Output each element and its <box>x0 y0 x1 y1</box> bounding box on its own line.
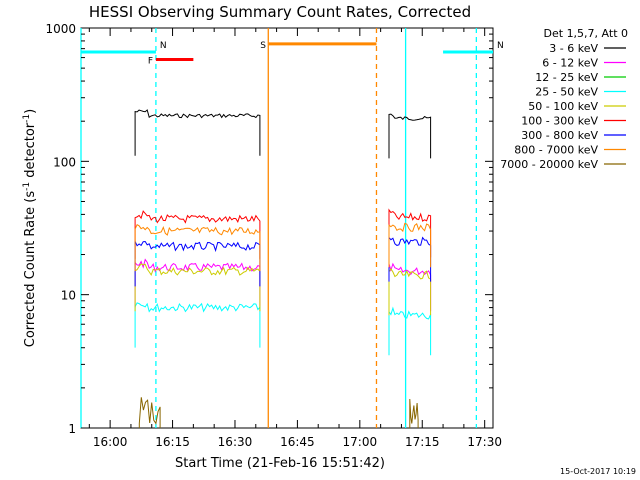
legend-label-5: 100 - 300 keV <box>521 115 598 128</box>
vertical-markers <box>80 28 478 428</box>
legend-label-0: 3 - 6 keV <box>549 42 598 55</box>
y-tick-label-2: 100 <box>53 155 76 169</box>
x-tick-label-3: 16:45 <box>280 435 315 449</box>
generated-timestamp: 15-Oct-2017 10:19 <box>560 467 636 476</box>
series-5-segment-0 <box>134 210 261 259</box>
x-tick-label-4: 17:00 <box>343 435 378 449</box>
legend-label-1: 6 - 12 keV <box>542 57 598 70</box>
legend-label-3: 25 - 50 keV <box>535 86 598 99</box>
legend-label-2: 12 - 25 keV <box>535 71 598 84</box>
series-7-segment-0 <box>134 224 261 272</box>
series-4-segment-0 <box>134 263 261 312</box>
series-6-segment-1 <box>388 236 432 282</box>
series-0-segment-0 <box>134 109 261 156</box>
flag-label-0: F <box>148 57 153 67</box>
series-7-segment-1 <box>388 222 432 268</box>
y-tick-label-3: 1000 <box>45 22 76 36</box>
x-axis-ticks: 16:00 16:15 16:30 16:45 17:00 17:15 17:30 <box>88 28 502 449</box>
y-axis-label: Corrected Count Rate (s-1 detector-1) <box>22 109 38 347</box>
legend-label-7: 800 - 7000 keV <box>514 144 598 157</box>
x-tick-label-5: 17:15 <box>405 435 440 449</box>
series-3-segment-1 <box>388 306 432 356</box>
legend-label-6: 300 - 800 keV <box>521 129 598 142</box>
flag-bars: FN NS <box>81 41 504 67</box>
y-tick-label-1: 10 <box>61 289 76 303</box>
flag-label-3: S <box>260 41 266 51</box>
series-6-segment-0 <box>134 240 261 287</box>
series-1-segment-0 <box>134 258 261 308</box>
flag-label-1: N <box>160 41 167 51</box>
flag-label-2: N <box>497 41 504 51</box>
series-1-segment-1 <box>388 262 432 312</box>
x-axis-label: Start Time (21-Feb-16 15:51:42) <box>175 456 385 471</box>
series-3-segment-0 <box>134 302 261 348</box>
series-8-segment-1 <box>409 398 419 428</box>
x-tick-label-0: 16:00 <box>93 435 128 449</box>
x-tick-label-6: 17:30 <box>467 435 502 449</box>
legend-label-4: 50 - 100 keV <box>528 100 598 113</box>
legend-label-8: 7000 - 20000 keV <box>500 158 598 171</box>
series-8-segment-0 <box>138 397 161 428</box>
y-axis-ticks: 1 10 100 1000 <box>45 22 493 436</box>
series-0-segment-1 <box>388 113 432 159</box>
x-tick-label-2: 16:30 <box>218 435 253 449</box>
series-5-segment-1 <box>388 208 432 258</box>
series-lines <box>134 109 432 428</box>
legend-title: Det 1,5,7, Att 0 <box>544 27 628 40</box>
y-tick-label-0: 1 <box>68 422 76 436</box>
series-4-segment-1 <box>388 268 432 316</box>
plot-area: FN NS 16:00 16:15 16:30 16:45 17:00 17:15 17:30… <box>45 22 503 449</box>
chart-title: HESSI Observing Summary Count Rates, Cor… <box>89 3 471 21</box>
x-tick-label-1: 16:15 <box>155 435 190 449</box>
